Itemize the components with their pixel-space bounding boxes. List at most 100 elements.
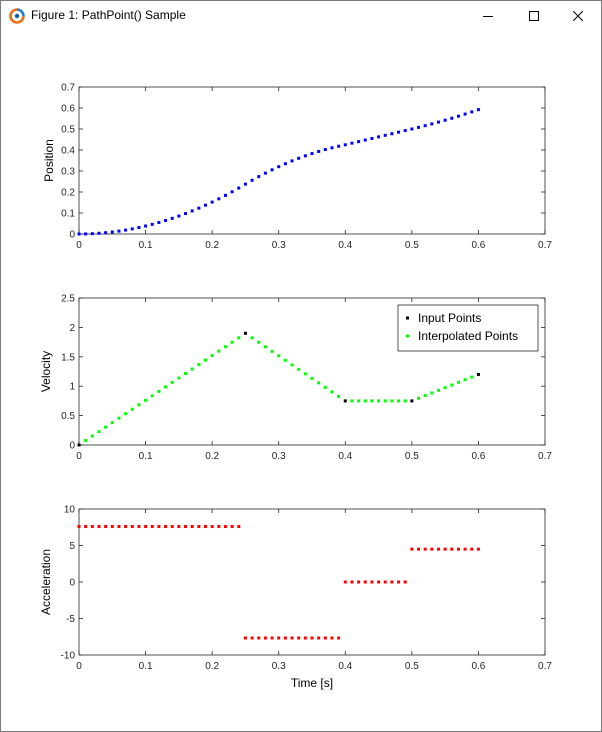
data-point xyxy=(350,580,354,584)
data-point xyxy=(303,636,307,640)
data-point xyxy=(303,154,307,158)
data-point xyxy=(456,380,460,384)
plot-area xyxy=(78,86,546,235)
data-point xyxy=(436,120,440,124)
data-point xyxy=(157,525,161,529)
y-tick-label: 0.5 xyxy=(61,411,75,422)
maximize-button[interactable] xyxy=(511,1,557,31)
data-point xyxy=(110,230,114,234)
data-point xyxy=(210,525,214,529)
data-point xyxy=(410,399,414,403)
data-point xyxy=(170,380,174,384)
y-tick-label: 0.2 xyxy=(61,188,75,199)
data-point xyxy=(110,421,114,425)
y-tick-label: 0.6 xyxy=(61,104,75,115)
data-point xyxy=(317,636,321,640)
y-axis-label: Velocity xyxy=(39,351,53,392)
data-point xyxy=(423,394,427,398)
data-point xyxy=(383,399,387,403)
close-icon xyxy=(573,11,583,21)
title-bar[interactable]: Figure 1: PathPoint() Sample xyxy=(1,1,601,31)
data-point xyxy=(397,399,401,403)
data-point xyxy=(137,226,141,230)
legend-marker xyxy=(406,334,409,338)
data-point xyxy=(203,525,207,529)
data-point xyxy=(390,132,394,136)
chart-1: 0 0.1 0.2 0.3 0.4 0.5 0.6 0.7 0 0.1 0.2 0.3 0.4 0.5 0.… xyxy=(42,83,552,252)
data-point xyxy=(357,580,361,584)
data-point xyxy=(363,399,367,403)
data-point xyxy=(203,358,207,362)
data-point xyxy=(343,399,347,403)
data-point xyxy=(243,331,247,335)
data-point xyxy=(223,525,227,529)
data-point xyxy=(377,580,381,584)
data-point xyxy=(157,221,161,225)
data-point xyxy=(277,636,281,640)
y-tick-label: 0 xyxy=(69,441,75,452)
data-point xyxy=(137,403,141,407)
data-point xyxy=(104,425,108,429)
data-point xyxy=(343,580,347,584)
legend-box xyxy=(397,304,539,352)
data-point xyxy=(417,396,421,400)
close-button[interactable] xyxy=(555,1,601,31)
data-point xyxy=(330,636,334,640)
data-point xyxy=(443,547,447,551)
data-point xyxy=(217,349,221,353)
y-tick-label: -5 xyxy=(66,614,75,625)
data-point xyxy=(377,399,381,403)
y-tick-label: 1 xyxy=(69,382,75,393)
data-point xyxy=(317,381,321,385)
plot-area xyxy=(78,508,546,656)
data-point xyxy=(230,190,234,194)
data-point xyxy=(150,222,154,226)
data-point xyxy=(117,416,121,420)
data-point xyxy=(170,216,174,220)
x-tick-label: 0.7 xyxy=(538,661,552,672)
data-point xyxy=(84,439,88,443)
data-point xyxy=(330,390,334,394)
x-tick-label: 0.4 xyxy=(338,240,352,251)
data-point xyxy=(410,127,414,131)
data-point xyxy=(97,430,101,434)
data-point xyxy=(470,547,474,551)
x-tick-label: 0.3 xyxy=(272,661,286,672)
series-1 xyxy=(77,525,480,640)
data-point xyxy=(377,135,381,139)
data-point xyxy=(237,525,241,529)
data-point xyxy=(403,129,407,133)
data-point xyxy=(290,159,294,163)
data-point xyxy=(124,228,128,232)
data-point xyxy=(397,580,401,584)
data-point xyxy=(323,148,327,152)
data-point xyxy=(217,197,221,201)
data-point xyxy=(277,165,281,169)
data-point xyxy=(303,372,307,376)
x-tick-label: 0.4 xyxy=(338,451,352,462)
data-point xyxy=(177,376,181,380)
data-point xyxy=(130,227,134,231)
x-tick-label: 0.1 xyxy=(139,240,153,251)
data-point xyxy=(84,525,88,529)
data-point xyxy=(210,200,214,204)
y-tick-label: 0.1 xyxy=(61,209,75,220)
data-point xyxy=(130,407,134,411)
data-point xyxy=(456,547,460,551)
data-point xyxy=(470,375,474,379)
data-point xyxy=(337,394,341,398)
x-tick-label: 0 xyxy=(76,240,82,251)
data-point xyxy=(257,175,261,179)
data-point xyxy=(223,193,227,197)
data-point xyxy=(323,636,327,640)
x-tick-label: 0 xyxy=(76,451,82,462)
data-point xyxy=(337,636,341,640)
data-point xyxy=(164,385,168,389)
minimize-button[interactable] xyxy=(465,1,511,31)
data-point xyxy=(450,383,454,387)
data-point xyxy=(470,110,474,114)
data-point xyxy=(117,525,121,529)
data-point xyxy=(90,525,94,529)
data-point xyxy=(190,525,194,529)
